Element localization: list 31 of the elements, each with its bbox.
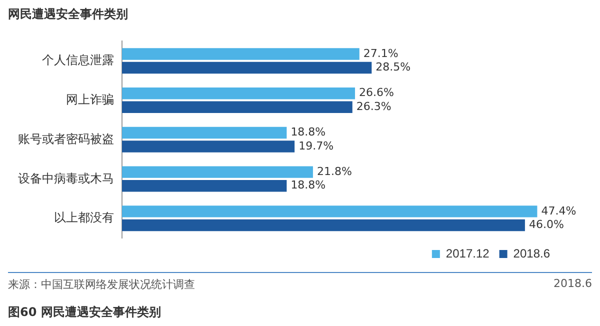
bar [122, 219, 525, 232]
y-tick-label: 账号或者密码被盗 [18, 132, 114, 146]
bar [122, 62, 372, 74]
bar [122, 87, 356, 100]
legend-label: 2017.12 [446, 246, 490, 260]
data-label: 47.4% [541, 204, 576, 218]
legend-label: 2018.6 [513, 246, 550, 260]
data-label: 18.8% [290, 126, 326, 139]
y-tick-label: 以上都没有 [54, 210, 114, 225]
chart-title: 网民遭遇安全事件类别 [8, 6, 128, 23]
y-tick-label: 个人信息泄露 [42, 53, 114, 68]
y-tick-label: 网上诈骗 [66, 92, 114, 107]
data-label: 19.7% [298, 139, 334, 152]
data-label: 46.0% [528, 218, 564, 232]
text: 2018.6 [554, 277, 592, 292]
y-tick-label: 设备中病毒或木马 [18, 171, 114, 186]
bar [122, 48, 360, 60]
data-label: 21.8% [316, 164, 352, 178]
data-label: 26.6% [359, 86, 394, 100]
data-label: 26.3% [356, 100, 392, 113]
data-label: 27.1% [363, 46, 398, 60]
bar [122, 180, 287, 192]
bar [122, 206, 538, 218]
data-label: 18.8% [290, 178, 326, 192]
bar [122, 126, 287, 139]
bar [122, 101, 352, 113]
source-note: 来源：中国互联网络发展状况统计调查 [8, 277, 195, 292]
data-label: 28.5% [376, 60, 411, 74]
bar [122, 166, 313, 178]
bar [122, 140, 295, 152]
caption: 图60 网民遭遇安全事件类别 [8, 304, 161, 321]
